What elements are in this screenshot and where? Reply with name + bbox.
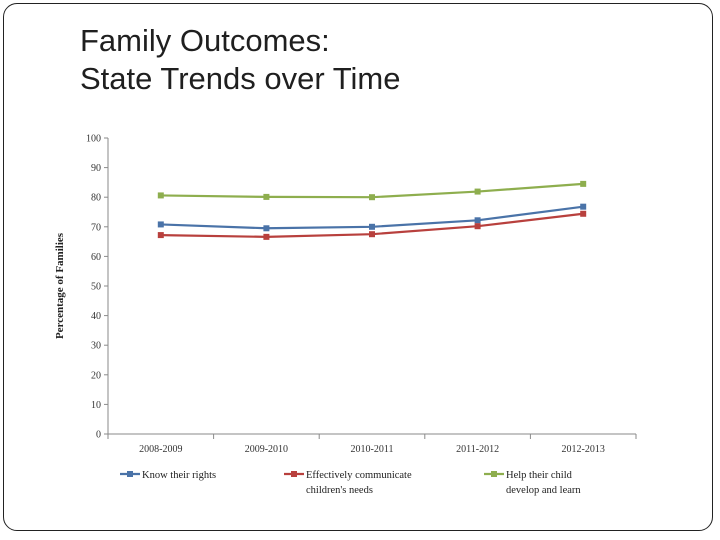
y-tick-label: 80 bbox=[91, 193, 101, 204]
data-point bbox=[157, 232, 164, 239]
legend-label: develop and learn bbox=[506, 485, 581, 496]
legend-swatch-marker bbox=[291, 471, 297, 477]
data-point bbox=[263, 193, 270, 200]
data-point bbox=[369, 194, 375, 201]
legend-swatch-marker bbox=[491, 471, 497, 477]
x-tick-label: 2011-2012 bbox=[456, 444, 499, 455]
y-tick-label: 30 bbox=[91, 341, 101, 352]
x-tick-label: 2012-2013 bbox=[562, 444, 605, 455]
y-axis-title: Percentage of Families bbox=[54, 232, 66, 339]
data-point bbox=[157, 192, 164, 199]
y-tick-label: 40 bbox=[91, 311, 101, 322]
legend-label: Help their child bbox=[506, 470, 573, 481]
data-point bbox=[369, 231, 375, 238]
x-tick-label: 2010-2011 bbox=[351, 444, 394, 455]
data-point bbox=[580, 203, 587, 210]
x-tick-label: 2009-2010 bbox=[245, 444, 288, 455]
y-tick-label: 60 bbox=[91, 252, 101, 263]
data-point bbox=[474, 188, 481, 195]
slide-frame bbox=[3, 3, 713, 531]
data-point bbox=[580, 180, 587, 187]
legend-swatch-marker bbox=[127, 471, 133, 477]
data-point bbox=[369, 223, 375, 230]
y-tick-label: 0 bbox=[96, 430, 101, 441]
y-tick-label: 10 bbox=[91, 400, 101, 411]
legend-label: Effectively communicate bbox=[306, 470, 412, 481]
x-tick-label: 2008-2009 bbox=[139, 444, 182, 455]
title-line-1: Family Outcomes: bbox=[80, 23, 330, 58]
data-point bbox=[263, 225, 270, 232]
y-tick-label: 50 bbox=[91, 282, 101, 293]
slide-title: Family Outcomes: State Trends over Time bbox=[80, 22, 400, 98]
data-point bbox=[580, 210, 587, 217]
legend-label: children's needs bbox=[306, 485, 373, 496]
y-tick-label: 90 bbox=[91, 163, 101, 174]
data-point bbox=[157, 221, 164, 228]
title-line-2: State Trends over Time bbox=[80, 61, 401, 96]
y-tick-label: 20 bbox=[91, 370, 101, 381]
data-point bbox=[474, 217, 481, 224]
legend-label: Know their rights bbox=[142, 470, 216, 481]
y-tick-label: 100 bbox=[86, 134, 101, 145]
y-tick-label: 70 bbox=[91, 222, 101, 233]
data-point bbox=[263, 233, 270, 240]
data-point bbox=[474, 223, 481, 230]
